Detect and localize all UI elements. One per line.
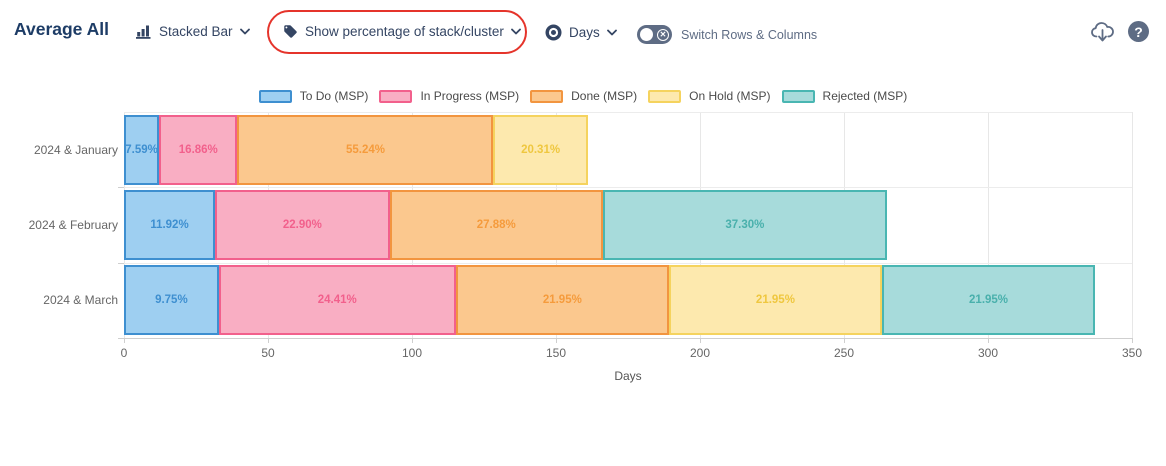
legend-item[interactable]: Rejected (MSP) <box>781 89 908 103</box>
segment-percent-label: 16.86% <box>178 143 218 156</box>
axis-tick <box>556 338 557 343</box>
segment-percent-label: 20.31% <box>521 143 561 156</box>
axis-tick <box>268 338 269 343</box>
x-tick-label: 0 <box>120 346 128 360</box>
chart-type-dropdown[interactable]: Stacked Bar <box>135 24 250 39</box>
axis-tick <box>700 338 701 343</box>
axis-tick <box>124 338 125 343</box>
x-tick-label: 200 <box>689 346 711 360</box>
x-tick-label: 100 <box>401 346 423 360</box>
x-axis-title: Days <box>614 369 642 383</box>
y-category-label: 2024 & January <box>33 142 118 157</box>
bar-segment[interactable]: 11.92% <box>124 190 215 260</box>
stacked-bar-chart: 7.59% 16.86% 55.24% 20.31% 11.92% 22.90% 27.88… <box>0 112 1166 402</box>
segment-percent-label: 11.92% <box>150 219 189 231</box>
axis-tick <box>412 338 413 343</box>
segment-percent-label: 27.88% <box>476 219 516 231</box>
segment-percent-label: 9.75% <box>155 294 188 307</box>
gridline-vertical <box>988 112 989 338</box>
cloud-download-icon <box>1091 22 1114 42</box>
legend-item[interactable]: On Hold (MSP) <box>648 89 771 103</box>
bar-segment[interactable]: 7.59% <box>124 114 160 185</box>
axis-tick <box>118 262 124 264</box>
unit-dropdown[interactable]: Days <box>545 24 617 41</box>
legend-item[interactable]: To Do (MSP) <box>258 89 369 103</box>
unit-label: Days <box>569 25 600 40</box>
stacked-bar-row: 9.75% 24.41% 21.95% 21.95% 21.95% <box>124 265 1132 336</box>
legend-item[interactable]: Done (MSP) <box>530 89 637 103</box>
bar-segment[interactable]: 21.95% <box>455 265 669 336</box>
switch-rows-columns-control: ✕ Switch Rows & Columns <box>637 25 817 44</box>
legend-swatch <box>530 89 564 103</box>
legend-label: In Progress (MSP) <box>420 89 520 103</box>
plot-area: 7.59% 16.86% 55.24% 20.31% 11.92% 22.90% 27.88… <box>118 112 1133 343</box>
legend-swatch <box>781 89 815 103</box>
segment-percent-label: 55.24% <box>345 143 385 156</box>
legend-label: To Do (MSP) <box>299 89 369 103</box>
bar-segment[interactable]: 22.90% <box>215 190 390 260</box>
legend-label: Rejected (MSP) <box>822 89 908 103</box>
percentage-mode-dropdown[interactable]: Show percentage of stack/cluster <box>283 24 521 39</box>
switch-rows-columns-label: Switch Rows & Columns <box>681 27 818 42</box>
switch-rows-columns-toggle[interactable]: ✕ <box>637 25 672 44</box>
chevron-down-icon <box>606 29 617 36</box>
tag-icon <box>284 25 297 38</box>
bar-segment[interactable]: 27.88% <box>389 190 603 260</box>
gridline-horizontal <box>124 112 1132 113</box>
bar-segment[interactable]: 20.31% <box>493 114 588 185</box>
bar-segment[interactable]: 9.75% <box>124 265 219 336</box>
legend-swatch <box>379 89 413 103</box>
y-category-label: 2024 & March <box>43 293 118 308</box>
x-tick-label: 300 <box>977 346 999 360</box>
axis-tick <box>118 187 124 189</box>
legend-label: Done (MSP) <box>571 89 638 103</box>
question-mark-icon: ? <box>1134 23 1143 40</box>
x-axis-line <box>118 338 1132 339</box>
x-tick-label: 50 <box>261 346 275 360</box>
export-download-button[interactable] <box>1090 20 1115 48</box>
bar-segment[interactable]: 24.41% <box>218 265 456 336</box>
bar-segment[interactable]: 21.95% <box>881 265 1096 336</box>
toggle-off-icon: ✕ <box>657 28 669 41</box>
gridline-horizontal <box>124 187 1132 189</box>
percentage-mode-label: Show percentage of stack/cluster <box>305 24 504 39</box>
chevron-down-icon <box>239 28 250 35</box>
help-button[interactable]: ? <box>1128 21 1149 42</box>
legend-swatch <box>648 89 682 103</box>
y-category-label: 2024 & February <box>28 218 118 232</box>
toolbar: Average All Stacked Bar Show percentage … <box>0 0 1166 64</box>
segment-percent-label: 21.95% <box>542 294 582 307</box>
legend-swatch <box>258 89 292 103</box>
bar-segment[interactable]: 16.86% <box>159 114 238 185</box>
stacked-bar-row: 11.92% 22.90% 27.88% 37.30% <box>124 190 1132 260</box>
page-title: Average All <box>14 19 109 39</box>
x-tick-label: 150 <box>545 346 567 360</box>
x-tick-label: 250 <box>833 346 855 360</box>
legend-label: On Hold (MSP) <box>689 89 771 103</box>
x-tick-label: 350 <box>1121 346 1143 360</box>
chart-type-label: Stacked Bar <box>159 24 233 39</box>
segment-percent-label: 24.41% <box>317 294 357 307</box>
gridline-horizontal <box>124 262 1132 264</box>
segment-percent-label: 37.30% <box>725 219 765 231</box>
bar-segment[interactable]: 55.24% <box>237 114 494 185</box>
bar-segment[interactable]: 37.30% <box>602 190 888 260</box>
segment-percent-label: 21.95% <box>755 294 795 307</box>
bar-segment[interactable]: 21.95% <box>668 265 882 336</box>
legend-item[interactable]: In Progress (MSP) <box>379 89 519 103</box>
axis-tick <box>1132 338 1133 343</box>
target-disc-icon <box>545 24 562 41</box>
axis-tick <box>844 338 845 343</box>
bar-chart-icon <box>136 25 151 39</box>
axis-tick <box>988 338 989 343</box>
gridline-vertical <box>1132 112 1133 338</box>
segment-percent-label: 21.95% <box>969 294 1009 307</box>
chevron-down-icon <box>510 28 521 35</box>
chart-legend: To Do (MSP) In Progress (MSP) Done (MSP) On… <box>0 89 1166 103</box>
toggle-knob <box>640 28 653 41</box>
stacked-bar-row: 7.59% 16.86% 55.24% 20.31% <box>124 114 1132 185</box>
segment-percent-label: 22.90% <box>282 219 322 231</box>
segment-percent-label: 7.59% <box>125 143 158 156</box>
